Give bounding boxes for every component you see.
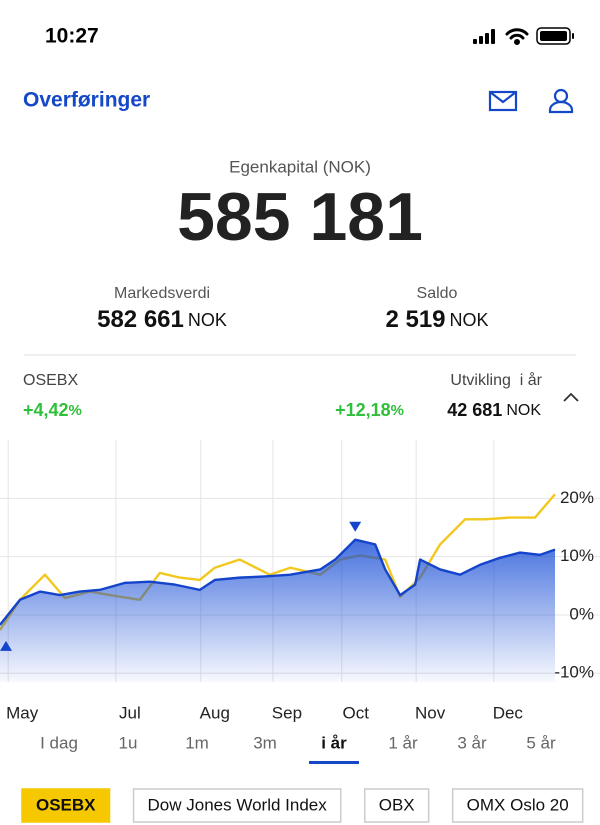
y-tick-label: 10%: [560, 546, 594, 565]
period-tabs: I dag 1u 1m 3m i år 1 år 3 år 5 år: [40, 733, 556, 764]
x-tick-label: Aug: [200, 703, 230, 722]
performance-label: Utvikling i år: [450, 371, 542, 389]
index-chip[interactable]: OSEBX: [21, 788, 111, 823]
min-marker: [0, 640, 12, 651]
index-chip[interactable]: Dow Jones World Index: [132, 788, 342, 823]
index-name: OSEBX: [23, 372, 78, 389]
y-tick-label: 20%: [560, 488, 594, 507]
performance-change: +12,18%: [335, 400, 404, 420]
y-tick-label: 0%: [569, 604, 594, 623]
collapse-chevron[interactable]: [563, 392, 579, 402]
battery-icon: [536, 27, 574, 45]
series-line: [0, 538, 556, 626]
active-tab-underline: [309, 761, 359, 764]
chart: -10% 0% 10% 20% May Jul Aug Sep Oct Nov Dec: [0, 440, 600, 722]
market-value-label: Markedsverdi: [114, 285, 210, 302]
period-tab[interactable]: 1m: [185, 733, 209, 752]
period-tab[interactable]: 3m: [253, 733, 277, 752]
x-tick-label: May: [6, 703, 39, 722]
period-tab[interactable]: I dag: [40, 733, 78, 752]
balance-value: 2 519 NOK: [385, 306, 488, 333]
chip-label: OBX: [379, 795, 415, 814]
performance-amount: 42 681 NOK: [447, 400, 541, 420]
y-tick-label: -10%: [554, 663, 594, 682]
period-tab[interactable]: i år: [321, 733, 347, 752]
chip-box: [451, 788, 584, 823]
wifi-icon: [505, 28, 529, 45]
chip-box: [132, 788, 342, 823]
period-tab[interactable]: 5 år: [526, 733, 556, 752]
chip-label: OMX Oslo 20: [467, 795, 569, 814]
signal-icon: [473, 29, 495, 44]
x-tick-label: Oct: [343, 703, 370, 722]
equity-label: Egenkapital (NOK): [229, 157, 371, 176]
chip-label: Dow Jones World Index: [148, 795, 328, 814]
chip-box: [21, 788, 111, 823]
index-change: +4,42%: [23, 400, 82, 420]
balance-label: Saldo: [417, 285, 458, 302]
chip-box: [364, 788, 430, 823]
index-chip[interactable]: OMX Oslo 20: [451, 788, 584, 823]
market-value: 582 661 NOK: [97, 306, 227, 333]
x-tick-label: Dec: [493, 703, 524, 722]
period-tab[interactable]: 1 år: [388, 733, 418, 752]
equity-value: 585 181: [177, 179, 423, 255]
chip-label: OSEBX: [36, 795, 96, 814]
x-tick-label: Jul: [119, 703, 141, 722]
period-tab[interactable]: 3 år: [457, 733, 487, 752]
x-tick-label: Nov: [415, 703, 446, 722]
index-chips: OSEBX Dow Jones World Index OBX OMX Oslo 20: [21, 788, 584, 823]
index-chip[interactable]: OBX: [364, 788, 430, 823]
profile-icon[interactable]: [548, 88, 574, 114]
header-title[interactable]: Overføringer: [23, 89, 150, 112]
max-marker: [349, 521, 362, 532]
area: [0, 539, 555, 682]
mail-icon[interactable]: [488, 90, 518, 112]
x-tick-label: Sep: [272, 703, 302, 722]
period-tab[interactable]: 1u: [119, 733, 138, 752]
status-time: 10:27: [45, 25, 99, 48]
